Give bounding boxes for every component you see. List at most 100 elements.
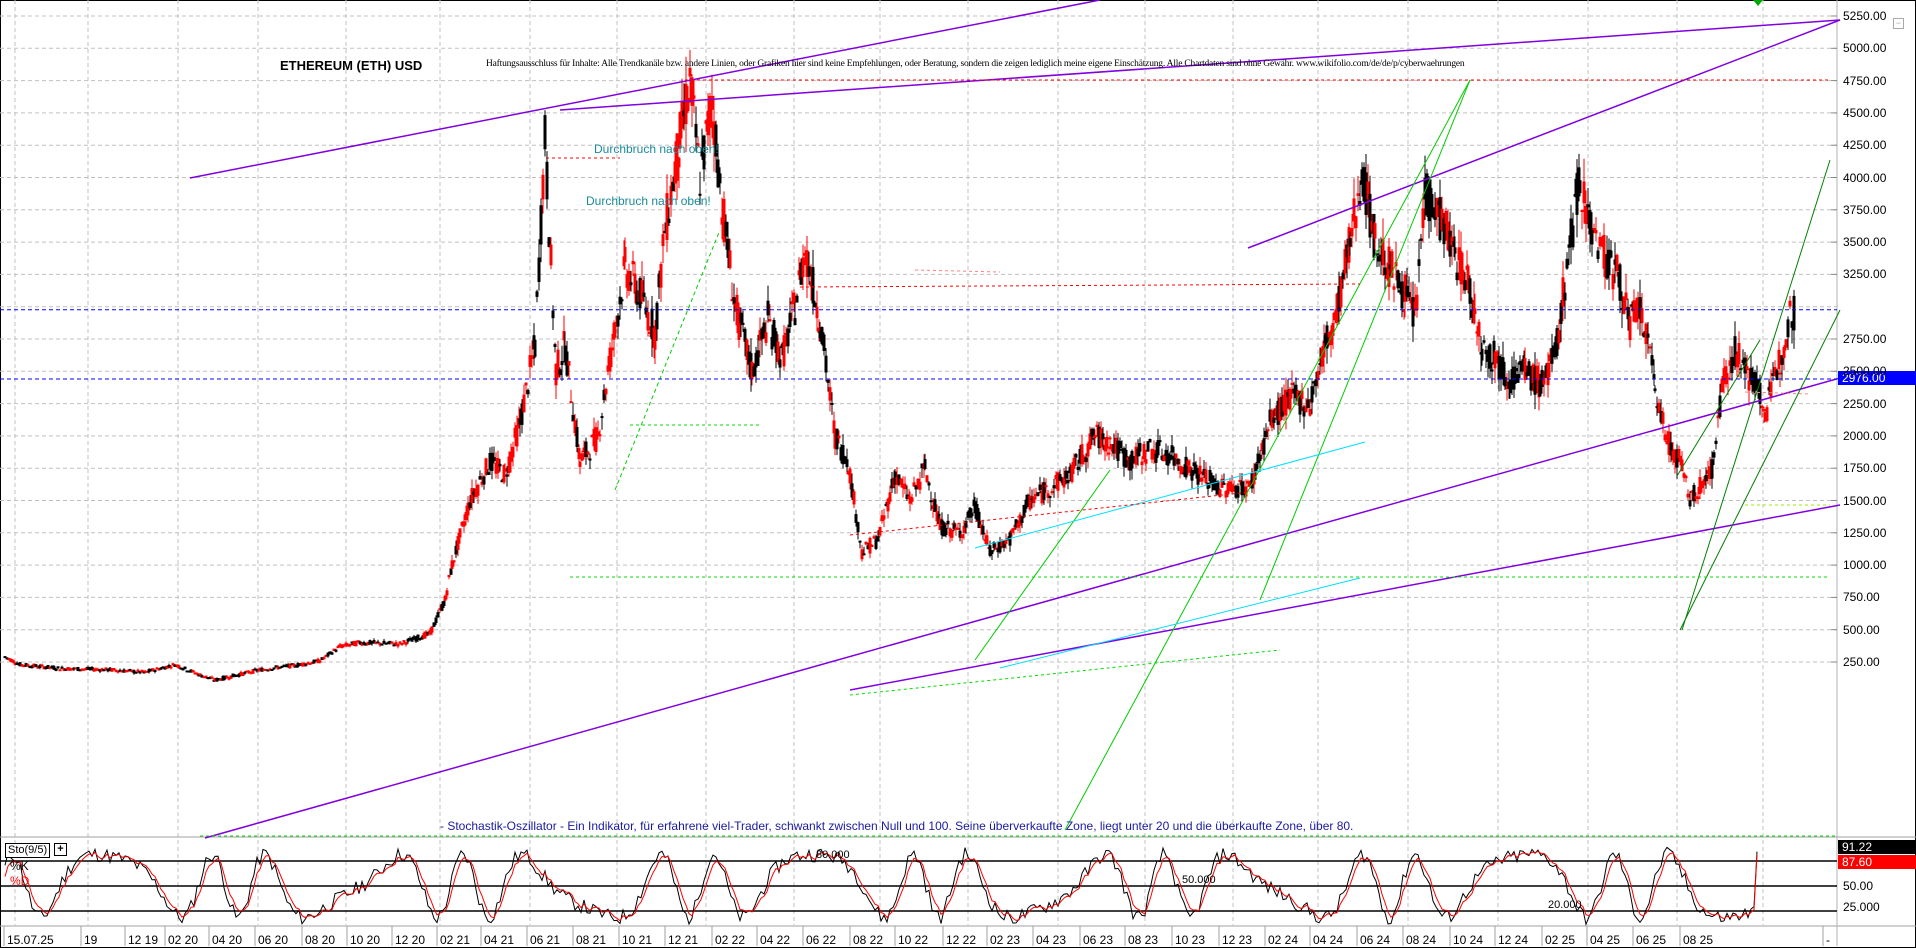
time-axis-label: 06 25	[1636, 933, 1667, 947]
trend-line[interactable]	[999, 577, 1361, 669]
collapse-panel-button[interactable]: −	[1893, 18, 1904, 29]
trend-line[interactable]	[849, 649, 1281, 696]
time-axis-label: 12 23	[1222, 933, 1253, 947]
time-axis-label: 12 24	[1498, 933, 1529, 947]
time-axis-label: 12 19	[128, 933, 159, 947]
price-axis-tick: 2000.00	[1843, 428, 1887, 443]
trend-line[interactable]	[1679, 309, 1841, 631]
stoch-k-legend: %K	[10, 859, 29, 873]
time-axis-label: 06 24	[1360, 933, 1391, 947]
trend-line[interactable]	[1744, 391, 1811, 395]
price-axis-tick: 4000.00	[1843, 170, 1887, 185]
trend-line[interactable]	[189, 0, 1101, 179]
time-axis-label: 08 20	[305, 933, 336, 947]
time-axis-label: -	[1826, 933, 1830, 947]
trend-line[interactable]	[1676, 339, 1761, 477]
price-axis-tick: 750.00	[1843, 590, 1880, 605]
disclaimer-text: Haftungsausschluss für Inhalte: Alle Tre…	[486, 59, 1465, 69]
time-axis-label: 04 22	[760, 933, 791, 947]
trend-line[interactable]	[849, 504, 1841, 691]
price-axis-tick: 5000.00	[1843, 41, 1887, 56]
stoch-level-50: 50.000	[1182, 874, 1216, 886]
breakout-annotation-1: Durchbruch nach oben!	[594, 142, 719, 156]
time-axis-label: 02 24	[1268, 933, 1299, 947]
stoch-level-80: 80.000	[816, 849, 850, 861]
time-axis-label: 08 25	[1683, 933, 1714, 947]
time-axis-label: 10 21	[622, 933, 653, 947]
trend-line[interactable]	[1064, 79, 1471, 831]
green-marker-icon	[1753, 0, 1763, 6]
trend-line[interactable]	[1681, 159, 1831, 631]
price-axis-tick: 2750.00	[1843, 332, 1887, 346]
price-axis-tick: 4750.00	[1843, 73, 1887, 88]
price-axis-tick: 5250.00	[1843, 9, 1887, 23]
price-axis-tick: 4250.00	[1843, 138, 1887, 153]
trend-line[interactable]	[974, 469, 1111, 661]
trend-line[interactable]	[849, 491, 1251, 536]
trend-line[interactable]	[1247, 19, 1841, 249]
trend-line[interactable]	[974, 441, 1366, 549]
time-axis-label: 06 22	[806, 933, 837, 947]
time-axis-label: 15.07.25	[7, 933, 54, 947]
time-axis-label: 19	[84, 933, 98, 947]
trend-line[interactable]	[1259, 79, 1471, 601]
stoch-axis-tick: 25.000	[1843, 899, 1880, 914]
time-axis-label: 10 24	[1453, 933, 1484, 947]
time-axis-label: 02 20	[168, 933, 199, 947]
time-axis-label: 08 24	[1406, 933, 1437, 947]
price-axis-tick: 1000.00	[1843, 558, 1887, 573]
trend-line[interactable]	[204, 377, 1841, 839]
time-axis-label: 04 25	[1590, 933, 1621, 947]
trend-line[interactable]	[914, 269, 1001, 273]
stoch-d-legend: %D	[10, 874, 30, 888]
current-price-tag: 2976.00	[1838, 371, 1916, 385]
stoch-d-line	[4, 850, 1758, 922]
price-axis-tick: 1250.00	[1843, 525, 1887, 540]
stoch-d-value-tag: 87.60	[1838, 855, 1916, 869]
time-axis-label: 10 23	[1175, 933, 1206, 947]
time-axis-label: 02 21	[440, 933, 471, 947]
stochastic-note: - Stochastik-Oszillator - Ein Indikator,…	[440, 819, 1354, 833]
time-axis-label: 12 21	[668, 933, 699, 947]
trend-line[interactable]	[614, 229, 721, 491]
indicator-name-box[interactable]: Sto(9/5)	[5, 843, 51, 858]
time-axis-label: 02 25	[1545, 933, 1576, 947]
price-axis-tick: 500.00	[1843, 622, 1880, 637]
stoch-axis-tick: 50.00	[1843, 879, 1874, 893]
price-axis-tick: 1500.00	[1843, 493, 1887, 508]
trend-line[interactable]	[799, 283, 1361, 288]
price-axis-tick: 4500.00	[1843, 105, 1887, 120]
price-axis-tick: 1750.00	[1843, 461, 1887, 476]
trend-line[interactable]	[559, 19, 1841, 111]
time-axis-label: 12 20	[395, 933, 426, 947]
time-axis-label: 04 21	[484, 933, 515, 947]
add-indicator-button[interactable]: +	[54, 843, 67, 856]
time-axis-label: 08 23	[1128, 933, 1159, 947]
time-axis-label: 08 22	[853, 933, 884, 947]
time-axis-label: 10 20	[350, 933, 381, 947]
stoch-level-20: 20.000	[1548, 899, 1582, 911]
stoch-k-line	[4, 846, 1758, 927]
time-axis-label: 04 20	[212, 933, 243, 947]
price-axis-tick: 2500.00	[1843, 364, 1887, 379]
price-axis-tick: 3750.00	[1843, 202, 1887, 217]
time-axis-label: 06 20	[258, 933, 289, 947]
time-axis-label: 06 21	[530, 933, 561, 947]
time-axis-label: 02 23	[990, 933, 1021, 947]
price-axis-tick: 3250.00	[1843, 267, 1887, 282]
time-axis-label: 08 21	[576, 933, 607, 947]
price-axis-tick: 250.00	[1843, 655, 1880, 669]
price-axis-tick: 3500.00	[1843, 235, 1887, 250]
time-axis-label: 02 22	[715, 933, 746, 947]
breakout-annotation-2: Durchbruch nach oben!	[586, 194, 711, 208]
candlestick-series	[3, 49, 1796, 683]
price-axis-tick: 2250.00	[1843, 396, 1887, 411]
time-axis-label: 04 23	[1036, 933, 1067, 947]
time-axis-label: 04 24	[1313, 933, 1344, 947]
time-axis-label: 10 22	[898, 933, 929, 947]
chart-title: ETHEREUM (ETH) USD	[280, 58, 423, 73]
time-axis-label: 12 22	[946, 933, 977, 947]
stoch-k-value-tag: 91.22	[1838, 840, 1916, 854]
